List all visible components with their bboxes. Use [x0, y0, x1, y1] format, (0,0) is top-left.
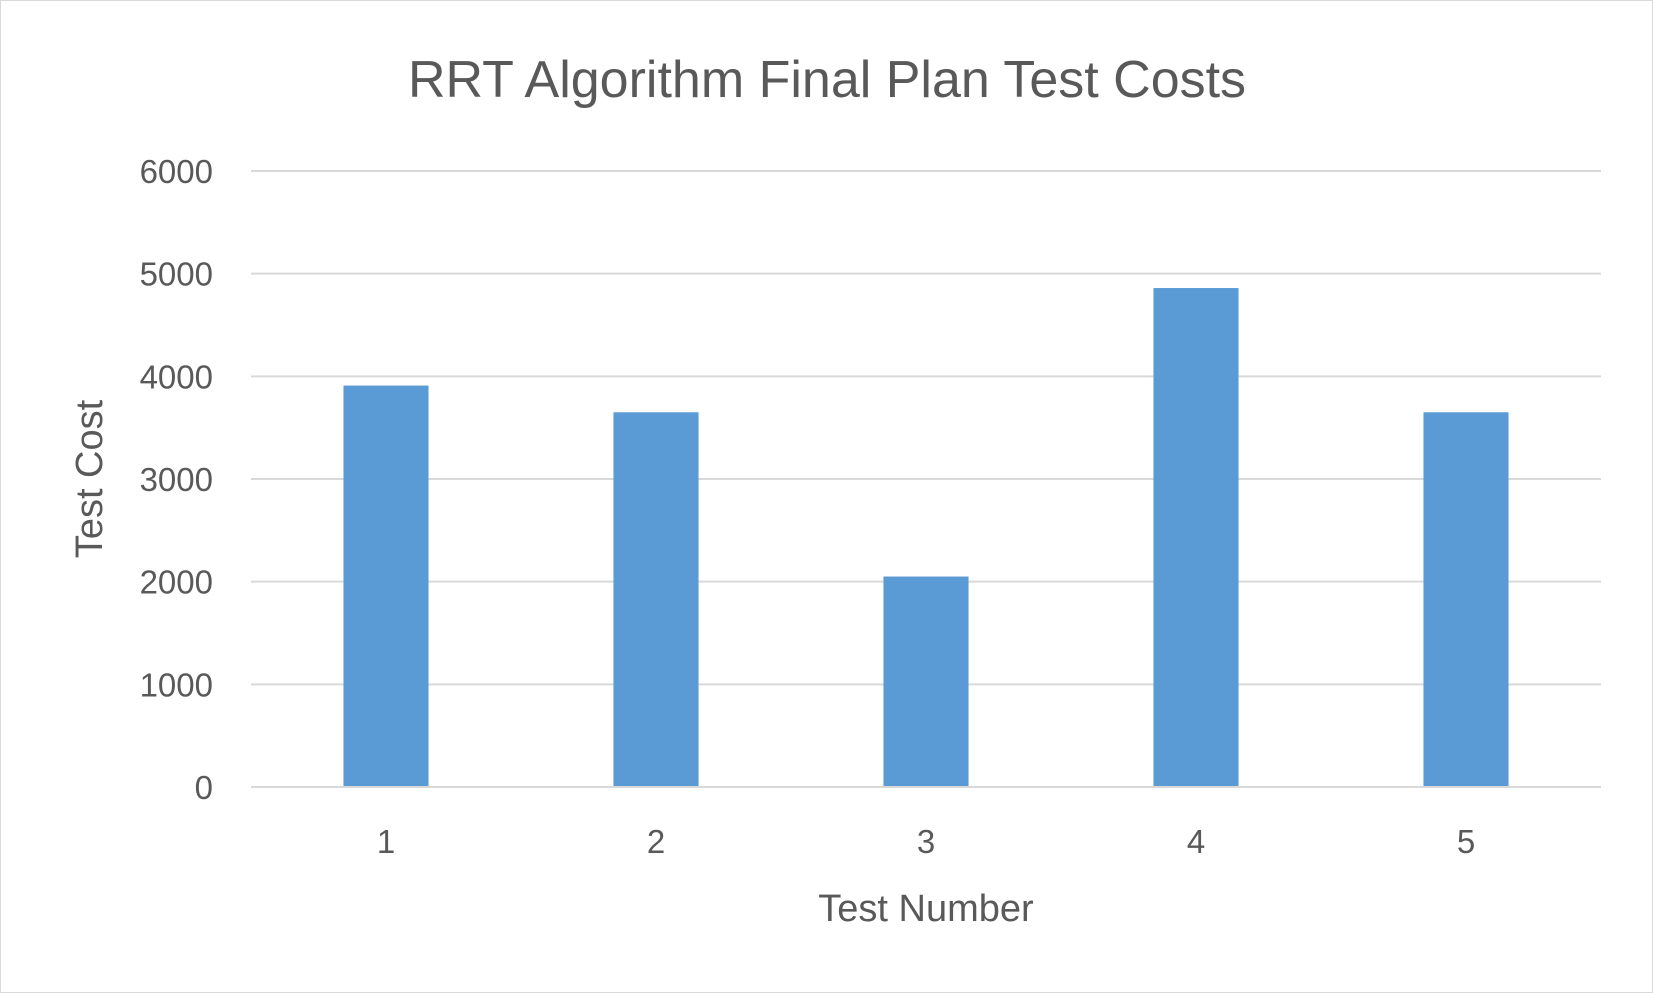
bar-test-5	[1423, 412, 1509, 787]
x-tick-label: 4	[1187, 823, 1205, 860]
y-tick-label: 3000	[140, 461, 213, 498]
y-tick-label: 0	[195, 769, 213, 806]
y-axis-tick-labels: 0 1000 2000 3000 4000 5000 6000	[140, 153, 213, 806]
bars	[251, 288, 1601, 788]
y-tick-label: 1000	[140, 666, 213, 703]
x-tick-label: 1	[377, 823, 395, 860]
x-tick-label: 2	[647, 823, 665, 860]
bar-test-3	[883, 576, 969, 787]
chart-title: RRT Algorithm Final Plan Test Costs	[408, 51, 1246, 109]
bar-test-4	[1153, 288, 1239, 787]
x-axis-title: Test Number	[818, 888, 1034, 930]
x-axis-tick-labels: 1 2 3 4 5	[377, 823, 1475, 860]
x-tick-label: 5	[1457, 823, 1475, 860]
bar-test-1	[343, 385, 429, 787]
y-tick-label: 2000	[140, 564, 213, 601]
x-tick-label: 3	[917, 823, 935, 860]
y-tick-label: 4000	[140, 358, 213, 395]
bar-test-2	[613, 412, 699, 787]
y-tick-label: 5000	[140, 256, 213, 293]
y-tick-label: 6000	[140, 153, 213, 190]
y-axis-title: Test Cost	[69, 399, 111, 558]
